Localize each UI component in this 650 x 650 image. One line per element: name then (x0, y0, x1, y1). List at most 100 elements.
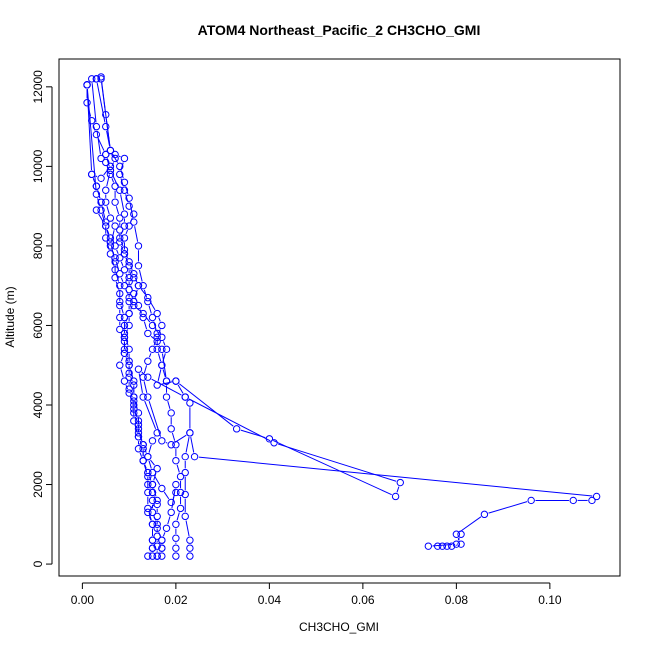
data-point (452, 540, 461, 548)
data-point (443, 542, 451, 550)
data-point (172, 480, 180, 489)
data-point (232, 425, 241, 433)
data-point (111, 154, 119, 163)
data-point (134, 301, 143, 310)
data-point (125, 297, 133, 306)
data-point (158, 345, 166, 354)
series-segment (120, 277, 124, 282)
data-point (480, 510, 489, 519)
data-point (153, 381, 161, 389)
data-point (457, 530, 465, 538)
series-segment (161, 353, 167, 377)
data-point (139, 441, 147, 449)
series-segment (115, 206, 120, 215)
data-point (102, 150, 110, 159)
data-point (181, 512, 189, 521)
data-point (120, 154, 129, 163)
series-segment (139, 432, 143, 441)
series-segment (167, 516, 171, 525)
data-point (162, 377, 171, 385)
data-point (172, 552, 180, 560)
series-segment (120, 170, 124, 179)
series-segment (125, 253, 129, 259)
series-segment (96, 130, 101, 155)
data-point (116, 238, 124, 246)
data-point (181, 468, 189, 477)
data-point (176, 472, 185, 481)
series-segment (157, 353, 162, 362)
series-segment (396, 486, 400, 493)
series-segment (198, 456, 593, 497)
data-point (130, 210, 138, 218)
data-point (144, 508, 152, 517)
data-point (120, 349, 129, 357)
series-segment (190, 436, 195, 453)
data-point (144, 393, 152, 401)
data-point (153, 329, 161, 338)
series-segment (145, 316, 151, 323)
data-point (92, 122, 101, 131)
series-segment (150, 459, 155, 466)
data-point (134, 425, 143, 433)
series-segment (185, 436, 190, 453)
data-point (144, 488, 152, 497)
series-segment (143, 289, 148, 298)
series-segment (153, 516, 157, 521)
series-segment (188, 398, 271, 442)
series-segment (143, 321, 148, 330)
data-point (83, 99, 91, 107)
data-point (153, 464, 161, 473)
series-segment (176, 512, 180, 521)
data-point (181, 490, 189, 499)
series-segment (134, 401, 138, 409)
data-point (125, 194, 133, 202)
y-tick-label: 12000 (31, 70, 45, 104)
series-segment (143, 365, 148, 374)
series-8 (92, 75, 185, 560)
data-point (153, 429, 161, 437)
series-segment (153, 341, 157, 346)
data-point (116, 234, 124, 242)
series-segment (129, 202, 134, 218)
series-segment (106, 158, 110, 167)
series-segment (125, 337, 129, 346)
data-point (172, 544, 180, 552)
data-point (125, 361, 133, 369)
series-segment (129, 369, 134, 378)
series-segment (120, 261, 124, 266)
series-segment (148, 444, 152, 453)
data-point (111, 266, 119, 274)
data-point (116, 313, 124, 322)
data-point (569, 496, 577, 505)
data-point (158, 484, 166, 493)
data-point (106, 214, 115, 222)
data-point (148, 437, 157, 445)
data-point (186, 536, 194, 544)
data-point (106, 166, 115, 175)
data-point (92, 130, 101, 139)
data-point (111, 254, 119, 262)
data-point (130, 301, 138, 310)
data-point (176, 488, 185, 497)
series-segment (97, 190, 101, 199)
series-segment (488, 501, 528, 514)
data-point (144, 357, 152, 365)
series-segment (134, 277, 138, 282)
y-tick-label: 6000 (31, 312, 45, 339)
data-point (452, 530, 461, 538)
data-point (97, 154, 105, 163)
data-point (130, 409, 138, 417)
series-segment (106, 241, 110, 250)
data-point (111, 242, 119, 250)
x-tick-label: 0.08 (445, 593, 469, 607)
data-point (153, 500, 161, 509)
series-segment (130, 305, 133, 310)
data-point (125, 262, 133, 270)
data-point (111, 222, 119, 230)
data-point (97, 206, 105, 214)
x-tick-label: 0.04 (258, 593, 282, 607)
data-point (158, 536, 166, 544)
series-segment (171, 432, 176, 441)
data-point (438, 542, 447, 550)
